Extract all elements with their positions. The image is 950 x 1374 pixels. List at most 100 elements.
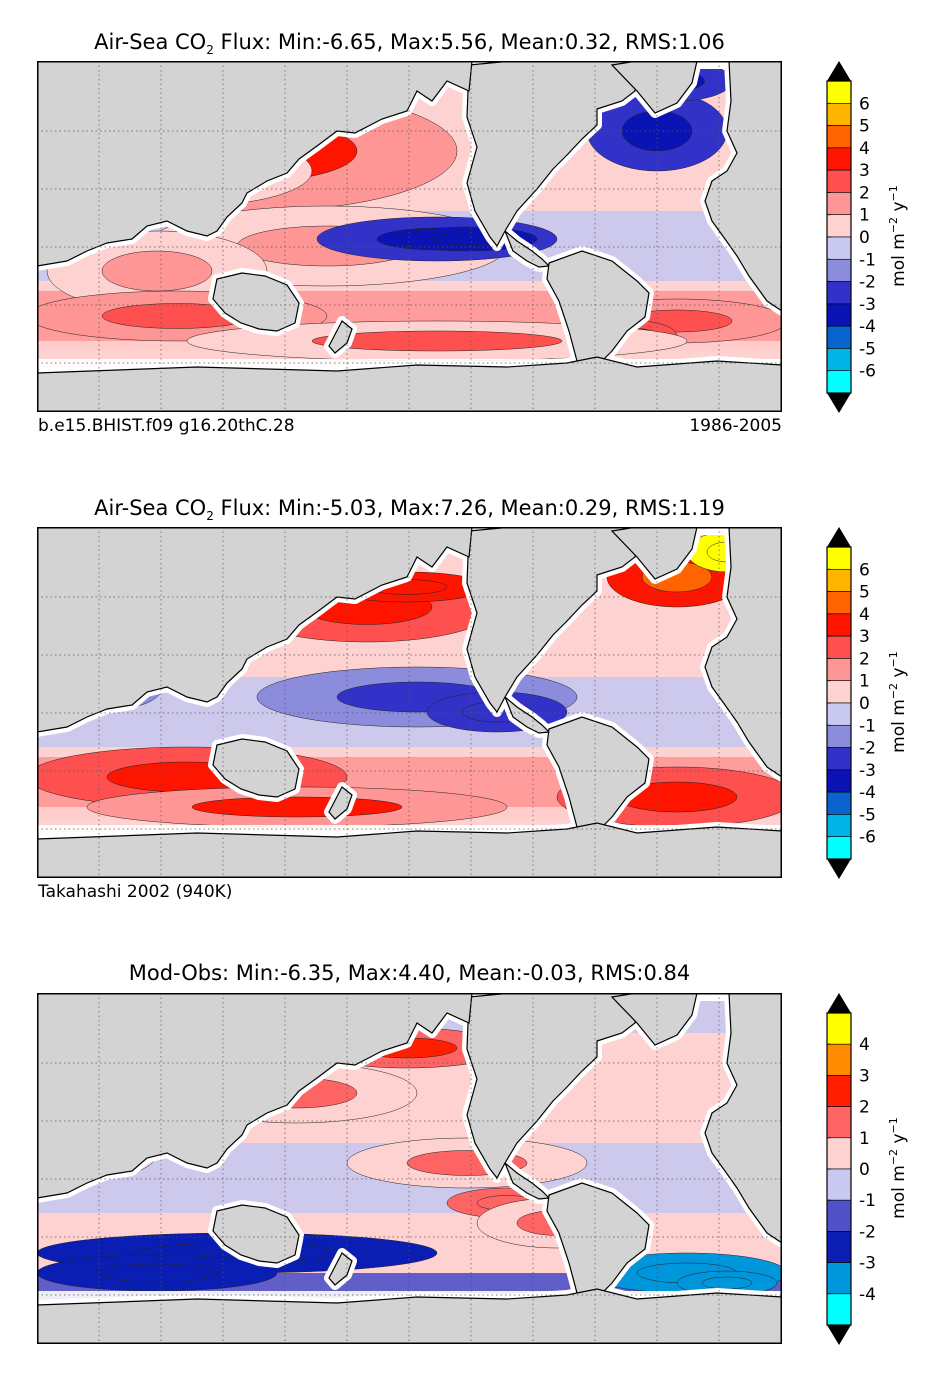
colorbar-swatch — [826, 125, 852, 149]
colorbar-tick-label: 3 — [859, 1066, 870, 1086]
colorbar-swatch — [826, 1293, 852, 1326]
land-mass — [546, 716, 650, 849]
colorbar-swatch — [826, 568, 852, 592]
colorbar-swatch — [826, 1075, 852, 1107]
land-mass — [328, 786, 353, 820]
land-mass — [37, 61, 473, 267]
left-caption: b.e15.BHIST.f09 g16.20thC.28 — [38, 416, 295, 436]
colorbar-tick-label: 5 — [859, 583, 870, 603]
colorbar-swatch — [826, 680, 852, 704]
colorbar-swatch — [826, 591, 852, 615]
left-caption: Takahashi 2002 (940K) — [38, 882, 233, 902]
colorbar-swatch — [826, 1199, 852, 1232]
land-mass — [328, 1252, 353, 1286]
chart-title: Mod-Obs: Min:-6.35, Max:4.40, Mean:-0.03… — [128, 961, 691, 985]
colorbar-tick-label: -5 — [859, 805, 876, 825]
panel-observations: Air-Sea CO2 Flux: Min:-5.03, Max:7.26, M… — [0, 466, 950, 926]
colorbar: 4 3 2 1 0 -1 -2 -3 -4 — [826, 993, 887, 1345]
colorbar-tick-label: -3 — [859, 295, 876, 315]
map-frame — [37, 527, 782, 878]
colorbar-swatch — [826, 1262, 852, 1295]
colorbar-swatch — [826, 1231, 852, 1263]
colorbar-tick-label: 1 — [859, 206, 870, 226]
land-mass — [704, 61, 782, 312]
land-mass — [212, 1204, 300, 1264]
colorbar-swatch — [826, 80, 852, 104]
colorbar-swatch — [826, 325, 852, 349]
land-mass — [610, 61, 698, 114]
land-mass — [37, 527, 473, 733]
panel-difference: Mod-Obs: Min:-6.35, Max:4.40, Mean:-0.03… — [0, 932, 950, 1374]
colorbar-extend-max — [827, 527, 851, 547]
flux-contour-core — [701, 1276, 753, 1290]
colorbar-swatch — [826, 836, 852, 860]
colorbar-extend-min — [827, 393, 851, 413]
map-plot — [37, 993, 782, 1344]
flux-contour-core — [101, 250, 213, 292]
colorbar-swatch — [826, 192, 852, 216]
colorbar-tick-label: -2 — [859, 1222, 876, 1242]
colorbar-tick-label: -6 — [859, 362, 876, 382]
land-mass — [610, 527, 698, 580]
colorbar-tick-label: 4 — [859, 1035, 870, 1055]
colorbar-swatch — [826, 635, 852, 659]
colorbar-tick-label: 4 — [859, 605, 870, 625]
colorbar-tick-label: -2 — [859, 273, 876, 293]
colorbar-swatch — [826, 1137, 852, 1170]
land-mass — [37, 1288, 782, 1344]
colorbar-tick-label: -5 — [859, 339, 876, 359]
colorbar-extend-max — [827, 993, 851, 1013]
colorbar-tick-label: 2 — [859, 1098, 870, 1118]
colorbar-swatch — [826, 236, 852, 260]
colorbar-swatch — [826, 214, 852, 238]
colorbar-tick-label: -1 — [859, 716, 876, 736]
colorbar-tick-label: -3 — [859, 1254, 876, 1274]
colorbar-swatch — [826, 546, 852, 570]
colorbar-extend-min — [827, 859, 851, 879]
flux-contour-core — [311, 330, 563, 352]
land-mass — [212, 272, 300, 332]
land-mass — [37, 993, 473, 1199]
colorbar-swatch — [826, 1168, 852, 1201]
colorbar-tick-label: 3 — [859, 161, 870, 181]
colorbar-unit-label: mol m−2 y−1 — [887, 185, 909, 287]
land-mass — [328, 320, 353, 354]
colorbar-swatch — [826, 147, 852, 171]
flux-contour-core — [191, 796, 403, 818]
land-mass — [466, 61, 638, 248]
land-mass — [610, 993, 698, 1046]
colorbar-tick-label: 0 — [859, 694, 870, 714]
colorbar-tick-label: 0 — [859, 228, 870, 248]
land-mass — [37, 356, 782, 412]
map-frame — [37, 993, 782, 1344]
colorbar-tick-label: 6 — [859, 94, 870, 114]
flux-contour-core — [96, 1263, 218, 1283]
colorbar-tick-label: 2 — [859, 649, 870, 669]
colorbar-swatch — [826, 658, 852, 682]
colorbar-swatch — [826, 613, 852, 637]
colorbar-tick-label: -1 — [859, 250, 876, 270]
colorbar-swatch — [826, 258, 852, 282]
colorbar-swatch — [826, 702, 852, 726]
chart-title: Air-Sea CO2 Flux: Min:-6.65, Max:5.56, M… — [94, 30, 725, 58]
colorbar-swatch — [826, 348, 852, 372]
colorbar-tick-label: -4 — [859, 317, 876, 337]
colorbar-swatch — [826, 281, 852, 305]
land-mass — [37, 822, 782, 878]
colorbar-swatch — [826, 1106, 852, 1139]
land-mass — [546, 250, 650, 383]
colorbar-swatch — [826, 814, 852, 838]
colorbar-tick-label: -4 — [859, 783, 876, 803]
colorbar-tick-label: -3 — [859, 761, 876, 781]
colorbar-tick-label: -2 — [859, 739, 876, 759]
colorbar-unit-label: mol m−2 y−1 — [887, 1117, 909, 1219]
colorbar-swatch — [826, 747, 852, 771]
colorbar-swatch — [826, 1012, 852, 1045]
colorbar-tick-label: 6 — [859, 560, 870, 580]
colorbar-tick-label: -1 — [859, 1191, 876, 1211]
colorbar-swatch — [826, 769, 852, 793]
colorbar-swatch — [826, 791, 852, 815]
colorbar-extend-max — [827, 61, 851, 81]
colorbar-tick-label: -4 — [859, 1285, 876, 1305]
colorbar-extend-min — [827, 1325, 851, 1345]
